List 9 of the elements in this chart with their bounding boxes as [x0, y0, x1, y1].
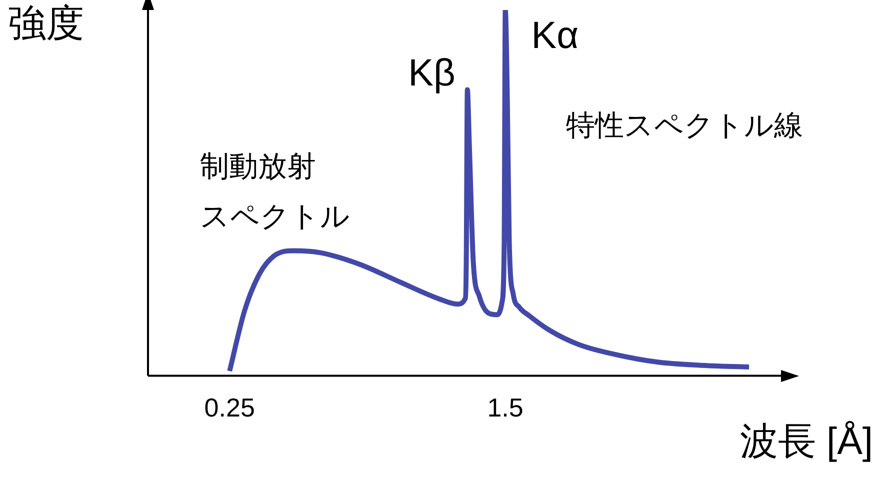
annotation: 制動放射: [200, 150, 316, 185]
x-tick-label: 0.25: [204, 392, 255, 423]
annotation: Kβ: [408, 52, 456, 95]
y-axis-title: 強度: [8, 2, 84, 47]
annotation: 特性スペクトル線: [566, 109, 803, 144]
annotation: スペクトル: [200, 200, 350, 235]
x-tick-label: 1.5: [487, 392, 524, 423]
annotation: Kα: [531, 15, 579, 57]
x-axis-title: 波長 [Å]: [740, 420, 873, 465]
